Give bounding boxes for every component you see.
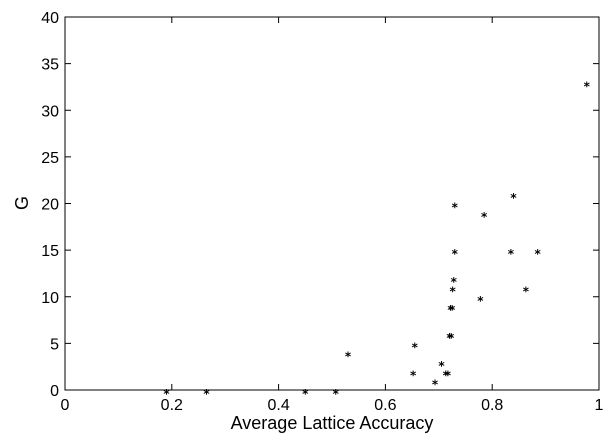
- data-point: *: [163, 387, 170, 401]
- y-tick-label: 30: [41, 103, 59, 120]
- y-tick-label: 25: [41, 150, 59, 167]
- data-point: *: [446, 331, 453, 345]
- data-point: *: [203, 387, 210, 401]
- data-point: *: [445, 368, 452, 382]
- data-point: *: [452, 201, 459, 215]
- x-tick-label: 0: [61, 397, 70, 414]
- data-point: *: [481, 210, 488, 224]
- data-points: * * * ***********************: [163, 79, 590, 401]
- data-point: *: [345, 350, 352, 364]
- data-point: *: [523, 284, 530, 298]
- data-point: *: [508, 247, 515, 261]
- data-point: *: [534, 247, 541, 261]
- data-point: *: [412, 340, 419, 354]
- x-tick-label: 0.6: [374, 397, 396, 414]
- y-tick-label: 20: [41, 197, 59, 214]
- y-tick-label: 15: [41, 243, 59, 260]
- data-point: *: [447, 303, 454, 317]
- data-point: *: [410, 368, 417, 382]
- x-axis-label: Average Lattice Accuracy: [231, 413, 434, 433]
- data-point: *: [333, 387, 340, 401]
- x-tick-label: 0.8: [481, 397, 503, 414]
- data-point: *: [302, 387, 309, 401]
- data-point: *: [450, 284, 457, 298]
- y-tick-label: 10: [41, 290, 59, 307]
- data-point: *: [448, 331, 455, 345]
- data-point: *: [438, 359, 445, 373]
- x-tick-label: 0.2: [161, 397, 183, 414]
- data-point: *: [443, 368, 450, 382]
- y-tick-label: 5: [50, 336, 59, 353]
- data-point: *: [477, 294, 484, 308]
- y-axis-label: G: [12, 196, 32, 210]
- data-point: *: [584, 79, 591, 93]
- data-point: *: [449, 303, 456, 317]
- x-tick-label: 0.4: [267, 397, 289, 414]
- y-tick-label: 0: [50, 383, 59, 400]
- y-tick-label: 40: [41, 10, 59, 27]
- data-point: *: [452, 247, 459, 261]
- data-point: *: [432, 378, 439, 392]
- y-tick-label: 35: [41, 57, 59, 74]
- x-tick-label: 1: [595, 397, 604, 414]
- data-point: *: [510, 191, 517, 205]
- plot-area: [64, 16, 600, 391]
- data-point: *: [451, 275, 458, 289]
